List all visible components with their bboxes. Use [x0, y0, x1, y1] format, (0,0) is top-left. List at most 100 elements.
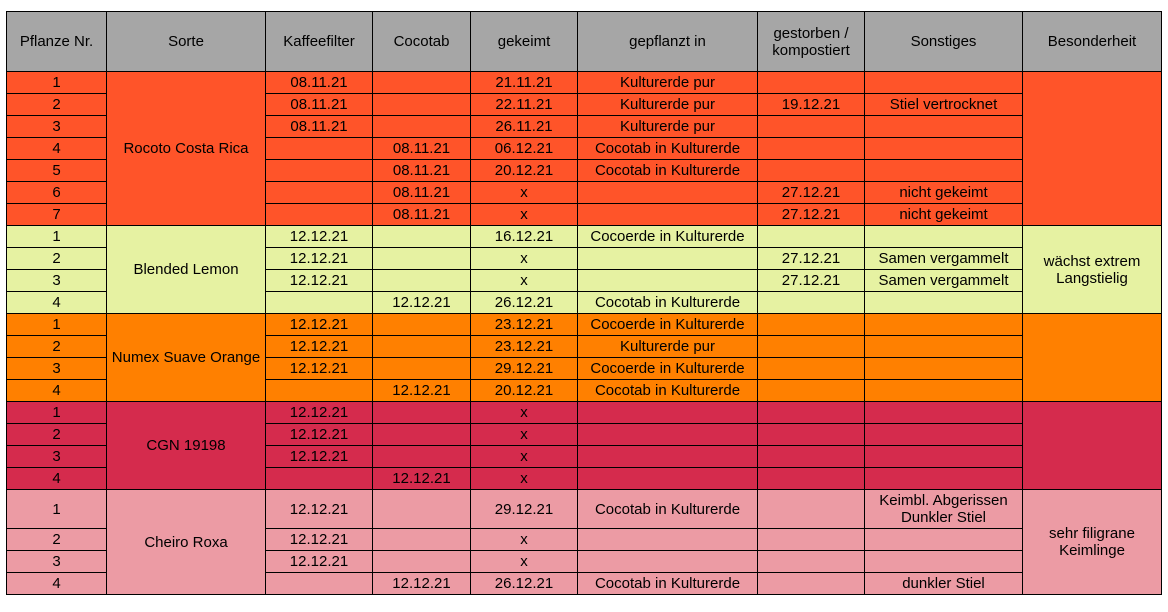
cell-pflanze-nr: 2: [6, 93, 107, 116]
cell-gestorben: 27.12.21: [757, 203, 865, 226]
table-row: 5 08.11.21 20.12.21 Cocotab in Kulturerde: [6, 159, 1162, 182]
header-gestorben: gestorben / kompostiert: [757, 11, 865, 72]
cell-gestorben: [757, 71, 865, 94]
cell-pflanze-nr: 3: [6, 357, 107, 380]
cell-gekeimt: 23.12.21: [470, 335, 578, 358]
cell-gekeimt: 29.12.21: [470, 357, 578, 380]
cell-gekeimt: x: [470, 445, 578, 468]
cell-sonstiges: nicht gekeimt: [864, 203, 1023, 226]
cell-gepflanzt-in: [577, 181, 758, 204]
cell-gestorben: [757, 572, 865, 595]
cell-gekeimt: 22.11.21: [470, 93, 578, 116]
cell-sonstiges: [864, 528, 1023, 551]
cell-pflanze-nr: 3: [6, 550, 107, 573]
cell-gepflanzt-in: [577, 401, 758, 424]
header-row: Pflanze Nr. Sorte Kaffeefilter Cocotab g…: [6, 11, 1162, 72]
cell-pflanze-nr: 1: [6, 489, 107, 529]
cell-cocotab: 08.11.21: [372, 159, 471, 182]
cell-gepflanzt-in: Cocotab in Kulturerde: [577, 137, 758, 160]
cell-gestorben: [757, 159, 865, 182]
cell-sonstiges: dunkler Stiel: [864, 572, 1023, 595]
cell-sonstiges: Samen vergammelt: [864, 269, 1023, 292]
cell-gekeimt: x: [470, 467, 578, 490]
header-kaffeefilter: Kaffeefilter: [265, 11, 373, 72]
table-row: 7 08.11.21 x 27.12.21 nicht gekeimt: [6, 203, 1162, 226]
cell-gestorben: [757, 137, 865, 160]
cell-gepflanzt-in: Cocotab in Kulturerde: [577, 489, 758, 529]
cell-gepflanzt-in: Kulturerde pur: [577, 335, 758, 358]
cell-sonstiges: [864, 313, 1023, 336]
cell-besonderheit: [1022, 313, 1162, 402]
cell-kaffeefilter: [265, 379, 373, 402]
cell-gestorben: 27.12.21: [757, 247, 865, 270]
cell-cocotab: 08.11.21: [372, 203, 471, 226]
cell-gekeimt: x: [470, 550, 578, 573]
cell-gestorben: [757, 115, 865, 138]
cell-cocotab: [372, 401, 471, 424]
cell-kaffeefilter: 12.12.21: [265, 313, 373, 336]
cell-gekeimt: x: [470, 247, 578, 270]
cell-pflanze-nr: 3: [6, 445, 107, 468]
cell-gestorben: 27.12.21: [757, 181, 865, 204]
table-row: 1 Numex Suave Orange 12.12.21 23.12.21 Cocoe…: [6, 313, 1162, 402]
table-row: 2 12.12.21 23.12.21 Kulturerde pur: [6, 335, 1162, 358]
table-row: 2 12.12.21 x: [6, 423, 1162, 446]
cell-gekeimt: x: [470, 269, 578, 292]
header-gepflanzt-in: gepflanzt in: [577, 11, 758, 72]
cell-cocotab: 12.12.21: [372, 379, 471, 402]
cell-sonstiges: [864, 71, 1023, 94]
cell-gepflanzt-in: Kulturerde pur: [577, 115, 758, 138]
cell-gekeimt: x: [470, 401, 578, 424]
cell-kaffeefilter: [265, 467, 373, 490]
cell-cocotab: 12.12.21: [372, 291, 471, 314]
cell-pflanze-nr: 3: [6, 269, 107, 292]
cell-gekeimt: 26.11.21: [470, 115, 578, 138]
cell-kaffeefilter: 08.11.21: [265, 93, 373, 116]
cell-pflanze-nr: 2: [6, 423, 107, 446]
cell-gepflanzt-in: [577, 467, 758, 490]
cell-besonderheit: [1022, 401, 1162, 490]
cell-pflanze-nr: 1: [6, 313, 107, 336]
cell-sonstiges: [864, 159, 1023, 182]
cell-cocotab: 08.11.21: [372, 137, 471, 160]
cell-gepflanzt-in: Kulturerde pur: [577, 71, 758, 94]
cell-pflanze-nr: 2: [6, 528, 107, 551]
cell-cocotab: [372, 71, 471, 94]
cell-gekeimt: 06.12.21: [470, 137, 578, 160]
cell-gepflanzt-in: Cocotab in Kulturerde: [577, 159, 758, 182]
cell-gepflanzt-in: Cocotab in Kulturerde: [577, 379, 758, 402]
cell-sonstiges: [864, 401, 1023, 424]
cell-cocotab: 12.12.21: [372, 572, 471, 595]
table-row: 1 Blended Lemon 12.12.21 16.12.21 Cocoerde i…: [6, 225, 1162, 314]
cell-gestorben: [757, 489, 865, 529]
table-row: 1 Rocoto Costa Rica 08.11.21 21.11.21 Kultur…: [6, 71, 1162, 226]
table-row: 1 Cheiro Roxa 12.12.21 29.12.21 Cocotab in K…: [6, 489, 1162, 595]
cell-sonstiges: Samen vergammelt: [864, 247, 1023, 270]
cell-cocotab: [372, 445, 471, 468]
header-sorte: Sorte: [106, 11, 266, 72]
cell-cocotab: [372, 269, 471, 292]
cell-sonstiges: Stiel vertrocknet: [864, 93, 1023, 116]
cell-gepflanzt-in: [577, 203, 758, 226]
table-row: 3 12.12.21 x 27.12.21 Samen vergammelt: [6, 269, 1162, 292]
cell-gekeimt: 16.12.21: [470, 225, 578, 248]
cell-pflanze-nr: 2: [6, 247, 107, 270]
cell-sonstiges: Keimbl. Abgerissen Dunkler Stiel: [864, 489, 1023, 529]
cell-gestorben: [757, 313, 865, 336]
cell-cocotab: [372, 115, 471, 138]
cell-gepflanzt-in: Cocoerde in Kulturerde: [577, 357, 758, 380]
table-row: 4 12.12.21 26.12.21 Cocotab in Kulturerde: [6, 291, 1162, 314]
cell-pflanze-nr: 4: [6, 572, 107, 595]
cell-gepflanzt-in: Cocotab in Kulturerde: [577, 572, 758, 595]
cell-pflanze-nr: 4: [6, 137, 107, 160]
cell-kaffeefilter: 12.12.21: [265, 445, 373, 468]
cell-gestorben: 27.12.21: [757, 269, 865, 292]
cell-cocotab: [372, 489, 471, 529]
cell-kaffeefilter: [265, 291, 373, 314]
cell-gepflanzt-in: Cocoerde in Kulturerde: [577, 225, 758, 248]
cell-gestorben: [757, 550, 865, 573]
cell-kaffeefilter: 08.11.21: [265, 115, 373, 138]
cell-sonstiges: [864, 445, 1023, 468]
cell-gestorben: [757, 357, 865, 380]
cell-sonstiges: [864, 291, 1023, 314]
